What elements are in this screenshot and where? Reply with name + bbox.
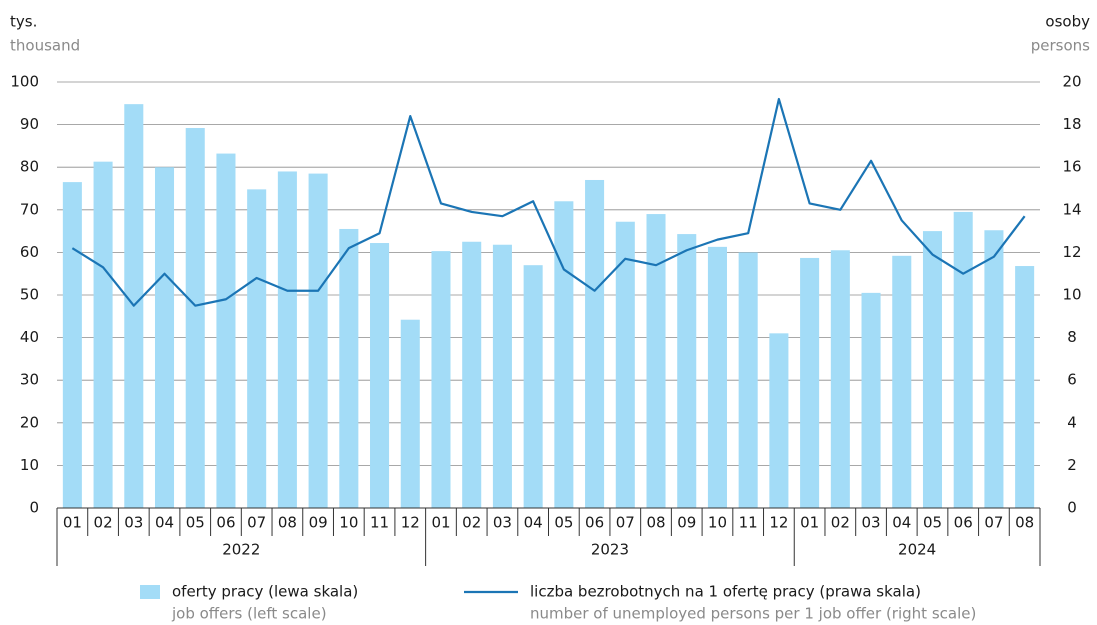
y-axis-label: tys.: [10, 13, 37, 31]
x-tick-label: 06: [954, 514, 973, 532]
x-tick-label: 10: [339, 514, 358, 532]
x-tick-label: 10: [708, 514, 727, 532]
year-label: 2024: [898, 541, 936, 559]
y2-axis-label-en: persons: [1031, 37, 1090, 55]
legend-label: liczba bezrobotnych na 1 ofertę pracy (p…: [530, 583, 921, 601]
x-tick-label: 07: [616, 514, 635, 532]
bar: [492, 244, 512, 508]
x-tick-label: 08: [278, 514, 297, 532]
bar: [277, 171, 297, 508]
x-tick-label: 05: [186, 514, 205, 532]
x-tick-label: 01: [63, 514, 82, 532]
bar: [677, 234, 697, 508]
bar: [615, 221, 635, 508]
bar: [339, 228, 359, 508]
bar: [370, 243, 390, 508]
y-tick-label: 0: [29, 499, 39, 517]
bar: [523, 265, 543, 508]
bar: [769, 333, 789, 508]
x-tick-label: 04: [155, 514, 174, 532]
x-tick-label: 01: [431, 514, 450, 532]
y-axis-label-en: thousand: [10, 37, 80, 55]
bar: [646, 214, 666, 508]
bar: [216, 153, 236, 508]
bar: [585, 179, 605, 509]
year-label: 2022: [222, 541, 260, 559]
legend-swatch: [140, 585, 160, 599]
bar: [185, 128, 205, 508]
x-tick-label: 02: [831, 514, 850, 532]
bar: [861, 292, 881, 508]
bar: [800, 257, 820, 508]
legend-label-en: number of unemployed persons per 1 job o…: [530, 605, 976, 623]
x-tick-label: 03: [862, 514, 881, 532]
x-tick-label: 08: [1015, 514, 1034, 532]
x-tick-label: 11: [739, 514, 758, 532]
legend-label: oferty pracy (lewa skala): [172, 583, 358, 601]
y2-tick-label: 12: [1062, 243, 1081, 261]
line: [71, 97, 1026, 307]
x-tick-label: 09: [677, 514, 696, 532]
y-tick-label: 100: [10, 73, 39, 91]
y2-tick-label: 18: [1062, 115, 1081, 133]
bar: [707, 246, 727, 508]
x-tick-label: 05: [554, 514, 573, 532]
x-tick-label: 02: [94, 514, 113, 532]
y-tick-label: 40: [20, 328, 39, 346]
year-label: 2023: [591, 541, 629, 559]
legend-label-en: job offers (left scale): [171, 605, 327, 623]
y2-tick-label: 10: [1062, 286, 1081, 304]
y-tick-label: 70: [20, 200, 39, 218]
bar: [308, 173, 328, 508]
bar: [247, 189, 267, 509]
bar: [554, 201, 574, 508]
y-tick-label: 80: [20, 158, 39, 176]
bar: [953, 211, 973, 508]
bar: [462, 241, 482, 508]
bar: [93, 161, 113, 509]
x-tick-label: 03: [124, 514, 143, 532]
y2-tick-label: 0: [1067, 499, 1077, 517]
y-tick-label: 20: [20, 413, 39, 431]
bar: [62, 182, 82, 509]
y-tick-label: 90: [20, 115, 39, 133]
bar: [892, 255, 912, 508]
y-tick-label: 30: [20, 371, 39, 389]
bar: [830, 250, 850, 508]
y2-axis-label: osoby: [1045, 13, 1090, 31]
x-tick-label: 09: [309, 514, 328, 532]
x-tick-label: 07: [984, 514, 1003, 532]
x-tick-label: 12: [769, 514, 788, 532]
y-tick-label: 60: [20, 243, 39, 261]
y2-tick-label: 16: [1062, 158, 1081, 176]
bar: [1015, 266, 1035, 508]
x-tick-label: 06: [585, 514, 604, 532]
x-tick-label: 06: [216, 514, 235, 532]
y2-tick-label: 2: [1067, 456, 1077, 474]
bar: [922, 231, 943, 508]
y2-tick-label: 14: [1062, 200, 1081, 218]
x-tick-label: 04: [524, 514, 543, 532]
bar: [984, 230, 1004, 509]
y2-tick-label: 4: [1067, 413, 1077, 431]
x-tick-label: 03: [493, 514, 512, 532]
x-tick-label: 07: [247, 514, 266, 532]
y2-tick-label: 8: [1067, 328, 1077, 346]
x-tick-label: 05: [923, 514, 942, 532]
x-tick-label: 11: [370, 514, 389, 532]
x-tick-label: 08: [646, 514, 665, 532]
y2-tick-label: 20: [1062, 73, 1081, 91]
x-tick-label: 04: [892, 514, 911, 532]
bar: [738, 252, 758, 508]
bar: [400, 319, 420, 508]
x-tick-label: 12: [401, 514, 420, 532]
bar: [154, 167, 175, 508]
x-tick-label: 02: [462, 514, 481, 532]
y-tick-label: 10: [20, 456, 39, 474]
x-tick-label: 01: [800, 514, 819, 532]
bar: [431, 251, 451, 508]
y-tick-label: 50: [20, 286, 39, 304]
y2-tick-label: 6: [1067, 371, 1077, 389]
